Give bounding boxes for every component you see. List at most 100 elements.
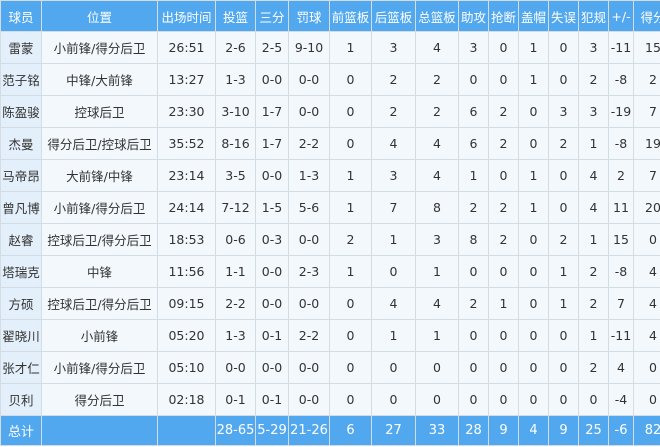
cell-fg: 7-12 (215, 191, 256, 224)
cell-player[interactable]: 贝利 (0, 383, 42, 416)
cell-plus-minus: 7 (608, 287, 634, 320)
cell-player[interactable]: 方硕 (0, 287, 42, 320)
cell-player[interactable]: 张才仁 (0, 351, 42, 384)
cell-ast: 2 (458, 287, 489, 320)
cell-pts: 20 (633, 191, 660, 224)
cell-blk: 0 (518, 351, 549, 384)
cell-dreb: 3 (371, 31, 416, 64)
cell-position: 小前锋/得分后卫 (41, 191, 158, 224)
cell-position: 中锋 (41, 255, 158, 288)
cell-blk: 0 (518, 287, 549, 320)
table-row: 雷蒙 小前锋/得分后卫 26:51 2-6 2-5 9-10 1 3 4 3 0 1 0 3 -11 15 (0, 31, 660, 64)
column-header-three-pt[interactable]: 三分 (255, 0, 289, 32)
cell-pf: 2 (578, 351, 609, 384)
cell-position: 大前锋/中锋 (41, 159, 158, 192)
column-header-blk[interactable]: 盖帽 (518, 0, 549, 32)
cell-minutes: 23:14 (157, 159, 216, 192)
cell-plus-minus: 11 (608, 191, 634, 224)
cell-oreb: 0 (329, 63, 372, 96)
cell-tov: 0 (548, 31, 579, 64)
column-header-pf[interactable]: 犯规 (578, 0, 609, 32)
cell-plus-minus: -8 (608, 255, 634, 288)
cell-reb: 4 (415, 31, 459, 64)
cell-player[interactable]: 雷蒙 (0, 31, 42, 64)
table-row: 马帝昂 大前锋/中锋 23:14 3-5 0-0 1-3 1 3 4 1 0 1 0 4 2 7 (0, 159, 660, 192)
cell-fg: 1-1 (215, 255, 256, 288)
column-header-ast[interactable]: 助攻 (458, 0, 489, 32)
cell-three-pt: 1-5 (255, 191, 289, 224)
column-header-dreb[interactable]: 后篮板 (371, 0, 416, 32)
cell-fg: 3-5 (215, 159, 256, 192)
cell-reb: 0 (415, 383, 459, 416)
column-header-fg[interactable]: 投篮 (215, 0, 256, 32)
cell-player[interactable]: 翟晓川 (0, 319, 42, 352)
column-header-plus-minus[interactable]: +/- (608, 0, 634, 32)
table-row: 张才仁 小前锋/得分后卫 05:10 0-0 0-0 0-0 0 0 0 0 0 0 0 2 4 0 (0, 351, 660, 384)
column-header-position[interactable]: 位置 (41, 0, 158, 32)
cell-tov: 0 (548, 191, 579, 224)
column-header-player[interactable]: 球员 (0, 0, 42, 32)
cell-position: 小前锋/得分后卫 (41, 351, 158, 384)
total-three-pt: 5-29 (255, 415, 289, 446)
cell-pf: 1 (578, 127, 609, 160)
cell-dreb: 0 (371, 383, 416, 416)
column-header-stl[interactable]: 抢断 (488, 0, 519, 32)
cell-reb: 1 (415, 255, 459, 288)
cell-ast: 0 (458, 319, 489, 352)
cell-fg: 1-3 (215, 319, 256, 352)
cell-plus-minus: -4 (608, 383, 634, 416)
cell-dreb: 0 (371, 255, 416, 288)
cell-player[interactable]: 范子铭 (0, 63, 42, 96)
cell-fg: 0-0 (215, 351, 256, 384)
column-header-oreb[interactable]: 前篮板 (329, 0, 372, 32)
column-header-tov[interactable]: 失误 (548, 0, 579, 32)
cell-player[interactable]: 赵睿 (0, 223, 42, 256)
cell-blk: 0 (518, 95, 549, 128)
cell-oreb: 1 (329, 191, 372, 224)
cell-oreb: 0 (329, 95, 372, 128)
column-header-pts[interactable]: 得分 (633, 0, 660, 32)
cell-pf: 3 (578, 95, 609, 128)
cell-pts: 15 (633, 31, 660, 64)
table-row: 范子铭 中锋/大前锋 13:27 1-3 0-0 0-0 0 2 2 0 0 1 0 2 -8 2 (0, 63, 660, 96)
cell-player[interactable]: 杰曼 (0, 127, 42, 160)
cell-ft: 5-6 (288, 191, 330, 224)
cell-player[interactable]: 马帝昂 (0, 159, 42, 192)
column-header-reb[interactable]: 总篮板 (415, 0, 459, 32)
cell-pts: 19 (633, 127, 660, 160)
cell-blk: 0 (518, 127, 549, 160)
cell-player[interactable]: 塔瑞克 (0, 255, 42, 288)
cell-minutes: 05:20 (157, 319, 216, 352)
cell-minutes: 23:30 (157, 95, 216, 128)
cell-plus-minus: -11 (608, 319, 634, 352)
cell-plus-minus: -19 (608, 95, 634, 128)
cell-pf: 1 (578, 319, 609, 352)
cell-minutes: 05:10 (157, 351, 216, 384)
cell-reb: 4 (415, 287, 459, 320)
cell-ast: 6 (458, 127, 489, 160)
cell-ft: 0-0 (288, 287, 330, 320)
cell-minutes: 11:56 (157, 255, 216, 288)
cell-dreb: 0 (371, 351, 416, 384)
cell-ft: 2-3 (288, 255, 330, 288)
cell-player[interactable]: 曾凡博 (0, 191, 42, 224)
cell-oreb: 1 (329, 31, 372, 64)
column-header-minutes[interactable]: 出场时间 (157, 0, 216, 32)
column-header-ft[interactable]: 罚球 (288, 0, 330, 32)
cell-three-pt: 2-5 (255, 31, 289, 64)
cell-stl: 2 (488, 223, 519, 256)
cell-stl: 0 (488, 383, 519, 416)
cell-stl: 0 (488, 31, 519, 64)
cell-pf: 2 (578, 63, 609, 96)
cell-blk: 0 (518, 319, 549, 352)
cell-fg: 2-6 (215, 31, 256, 64)
cell-stl: 0 (488, 255, 519, 288)
cell-player[interactable]: 陈盈骏 (0, 95, 42, 128)
cell-plus-minus: -11 (608, 31, 634, 64)
cell-minutes: 18:53 (157, 223, 216, 256)
cell-pf: 4 (578, 191, 609, 224)
cell-three-pt: 0-0 (255, 159, 289, 192)
total-oreb: 6 (329, 415, 372, 446)
cell-pf: 2 (578, 255, 609, 288)
cell-blk: 0 (518, 383, 549, 416)
